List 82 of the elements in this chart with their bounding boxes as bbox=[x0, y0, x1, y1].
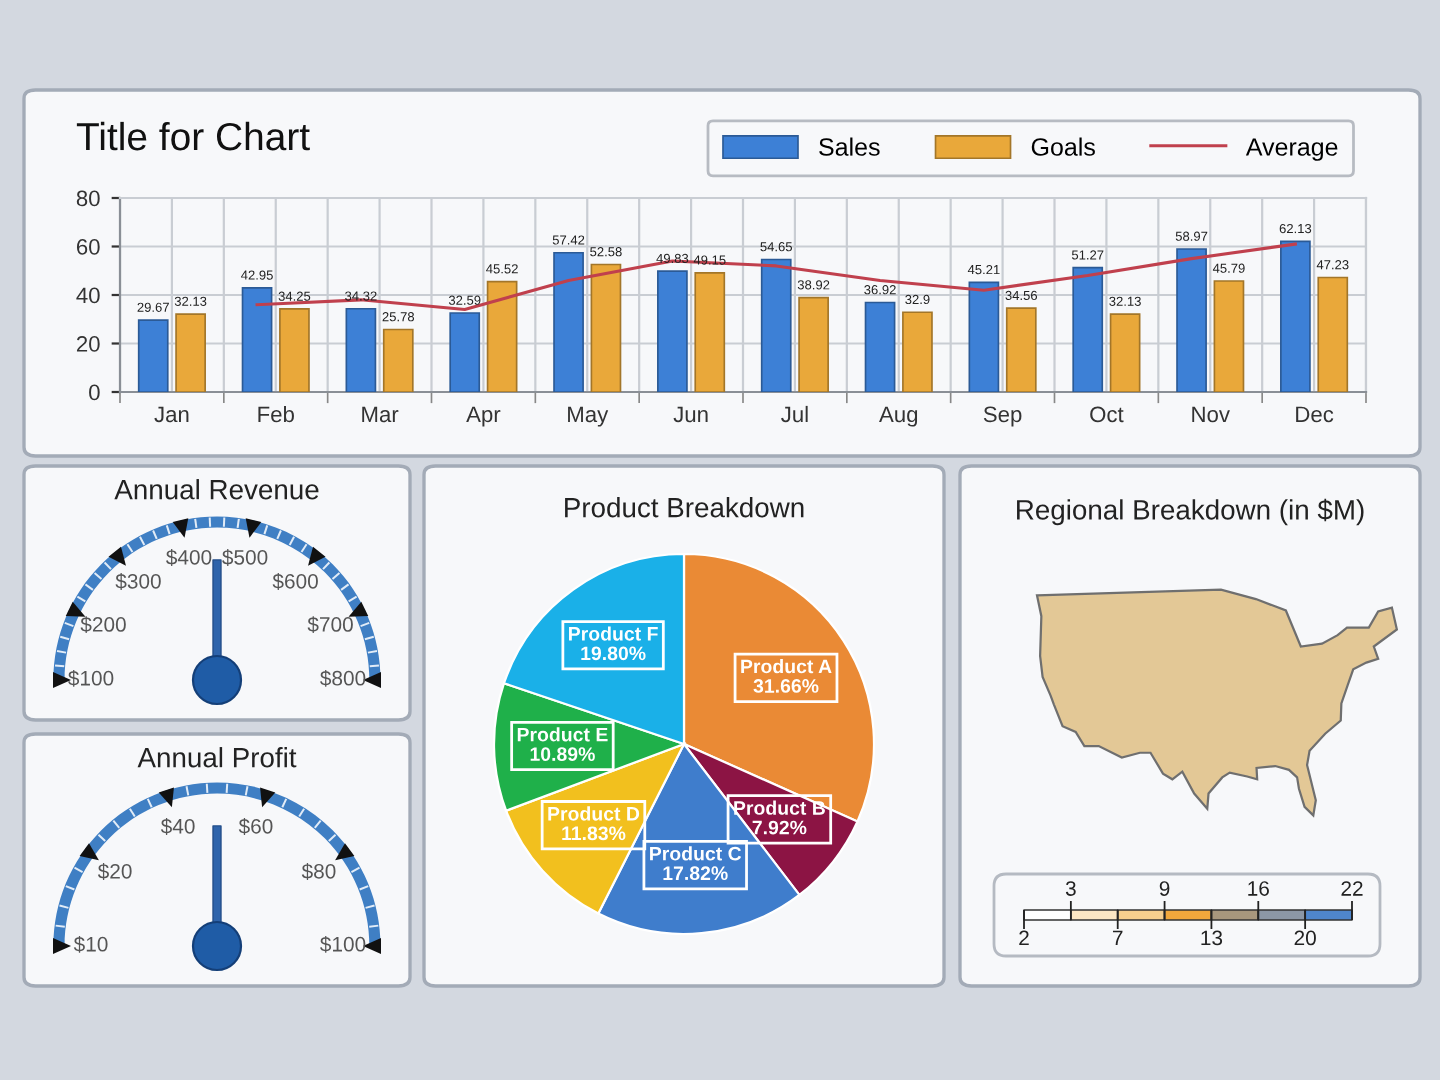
x-tick-label: Dec bbox=[1296, 406, 1334, 423]
y-tick-label: 80 bbox=[76, 190, 100, 207]
data-label: 19.80% bbox=[581, 646, 646, 661]
text: $600 bbox=[272, 573, 318, 590]
bar bbox=[657, 270, 688, 392]
bar bbox=[1109, 313, 1141, 392]
text: 3 bbox=[1065, 881, 1076, 896]
text: $700 bbox=[307, 616, 353, 634]
x-tick-label: Sep bbox=[983, 406, 1022, 427]
text: 22 bbox=[1341, 881, 1363, 896]
x-tick-label: Jan bbox=[154, 406, 189, 423]
text: $20 bbox=[97, 863, 132, 880]
x-tick-label: Aug bbox=[879, 406, 918, 427]
bar bbox=[241, 287, 273, 392]
y-tick-label: 60 bbox=[76, 239, 100, 255]
bar bbox=[345, 307, 377, 392]
text: 9 bbox=[1159, 881, 1170, 896]
bar bbox=[798, 296, 829, 392]
x-tick-label: Jun bbox=[673, 406, 708, 423]
bar bbox=[902, 311, 933, 392]
text: 2 bbox=[1019, 930, 1029, 946]
bar bbox=[1176, 248, 1207, 392]
bar bbox=[1072, 266, 1104, 392]
bar bbox=[279, 308, 310, 392]
bar bbox=[694, 271, 726, 392]
text: $800 bbox=[320, 669, 366, 687]
text: $80 bbox=[301, 863, 336, 880]
text: Annual Revenue bbox=[114, 479, 319, 500]
bar bbox=[760, 258, 792, 392]
x-tick-label: Jul bbox=[781, 405, 808, 423]
bar bbox=[968, 281, 1000, 392]
text: Regional Breakdown (in $M) bbox=[1017, 498, 1364, 526]
data-label: 7.92% bbox=[752, 820, 807, 835]
text: $60 bbox=[238, 818, 273, 835]
slice-label: Product F bbox=[569, 626, 658, 641]
text: $400 bbox=[166, 549, 212, 566]
y-tick-label: 0 bbox=[89, 384, 100, 401]
text: $300 bbox=[115, 573, 161, 590]
text: Annual Profit bbox=[137, 747, 297, 768]
bar bbox=[1280, 240, 1311, 392]
bar bbox=[590, 263, 622, 392]
x-tick-label: May bbox=[568, 406, 609, 427]
x-tick-label: Mar bbox=[362, 406, 399, 423]
y-tick-label: 20 bbox=[76, 336, 100, 352]
bar bbox=[175, 313, 206, 392]
bar bbox=[486, 280, 518, 392]
text: $10 bbox=[73, 935, 108, 953]
chart-title: Title for Chart bbox=[76, 121, 310, 151]
data-label: 11.83% bbox=[562, 826, 626, 841]
text: 20 bbox=[1294, 930, 1316, 946]
y-tick-label: 40 bbox=[76, 287, 100, 304]
bar bbox=[1005, 307, 1037, 392]
data-label: 17.82% bbox=[663, 866, 728, 881]
text: 16 bbox=[1248, 881, 1269, 896]
text: 13 bbox=[1201, 930, 1223, 946]
x-tick-label: Feb bbox=[258, 405, 294, 423]
x-tick-label: Oct bbox=[1090, 406, 1124, 423]
legend-label: Average bbox=[1245, 138, 1338, 161]
bar bbox=[553, 251, 584, 392]
bar bbox=[1213, 280, 1245, 392]
bar bbox=[137, 319, 169, 392]
chart-title: Product Breakdown bbox=[565, 497, 804, 518]
data-label: 31.66% bbox=[753, 679, 819, 693]
text: $200 bbox=[80, 616, 126, 634]
text: $100 bbox=[68, 669, 114, 687]
legend-label: Sales bbox=[819, 137, 880, 156]
bar bbox=[1317, 276, 1349, 392]
text: $100 bbox=[320, 935, 366, 953]
x-tick-label: Apr bbox=[466, 406, 501, 427]
slice-label: Product D bbox=[548, 806, 640, 821]
text: 7 bbox=[1112, 930, 1123, 946]
slice-label: Product C bbox=[650, 846, 742, 861]
x-tick-label: Nov bbox=[1192, 406, 1230, 423]
slice-label: Product A bbox=[741, 659, 832, 674]
text: $500 bbox=[222, 549, 268, 566]
text: $40 bbox=[160, 818, 195, 835]
data-label: 10.89% bbox=[530, 747, 595, 762]
bar bbox=[864, 301, 896, 392]
slice-label: Product E bbox=[517, 727, 608, 742]
bar bbox=[382, 328, 414, 392]
legend-label: Goals bbox=[1031, 137, 1095, 156]
bar bbox=[449, 312, 481, 392]
